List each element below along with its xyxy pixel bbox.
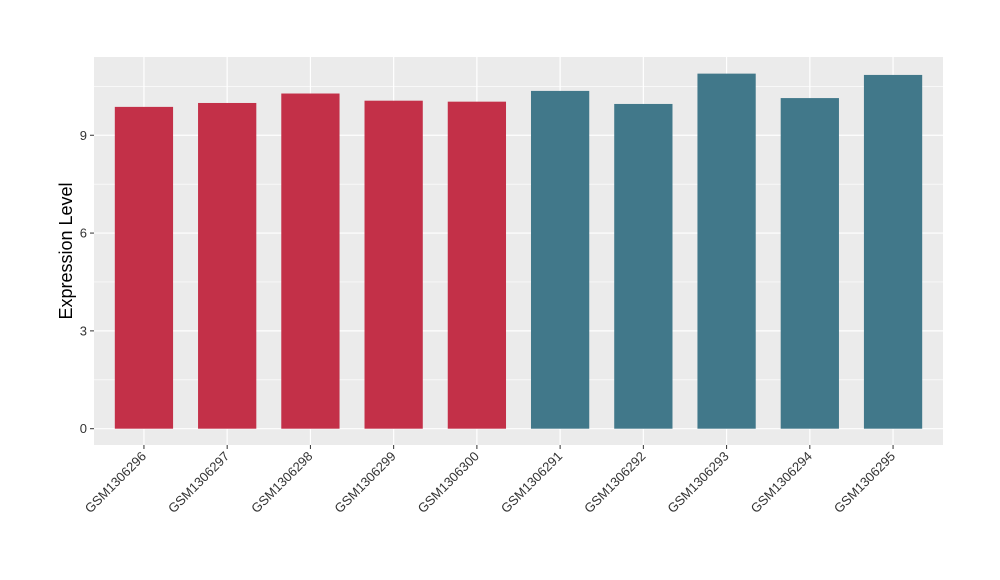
x-tick-label: GSM1306298	[248, 449, 315, 516]
bar	[863, 74, 923, 429]
bar	[780, 98, 839, 429]
y-tick-label: 0	[80, 421, 87, 436]
bar	[697, 73, 756, 429]
y-tick-label: 3	[80, 323, 87, 338]
x-tick-label: GSM1306291	[498, 449, 565, 516]
y-axis-title: Expression Level	[56, 182, 76, 319]
bar	[447, 101, 507, 429]
bar	[281, 93, 340, 429]
y-tick-label: 6	[80, 226, 87, 241]
y-axis: 0 3 6 9	[80, 128, 94, 436]
x-tick-label: GSM1306296	[82, 449, 149, 516]
bar	[614, 103, 673, 429]
y-tick-label: 9	[80, 128, 87, 143]
x-tick-label: GSM1306293	[664, 449, 731, 516]
x-tick-label: GSM1306299	[331, 449, 398, 516]
bar	[114, 106, 174, 429]
bar	[198, 102, 257, 429]
x-tick-label: GSM1306294	[748, 449, 815, 516]
x-tick-label: GSM1306295	[831, 449, 898, 516]
bar	[364, 100, 423, 429]
x-axis: GSM1306296 GSM1306297 GSM1306298 GSM1306299…	[82, 445, 898, 516]
x-tick-label: GSM1306300	[415, 449, 482, 516]
x-tick-label: GSM1306297	[165, 449, 232, 516]
bar-series	[114, 73, 923, 429]
bar	[530, 90, 590, 429]
x-tick-label: GSM1306292	[581, 449, 648, 516]
